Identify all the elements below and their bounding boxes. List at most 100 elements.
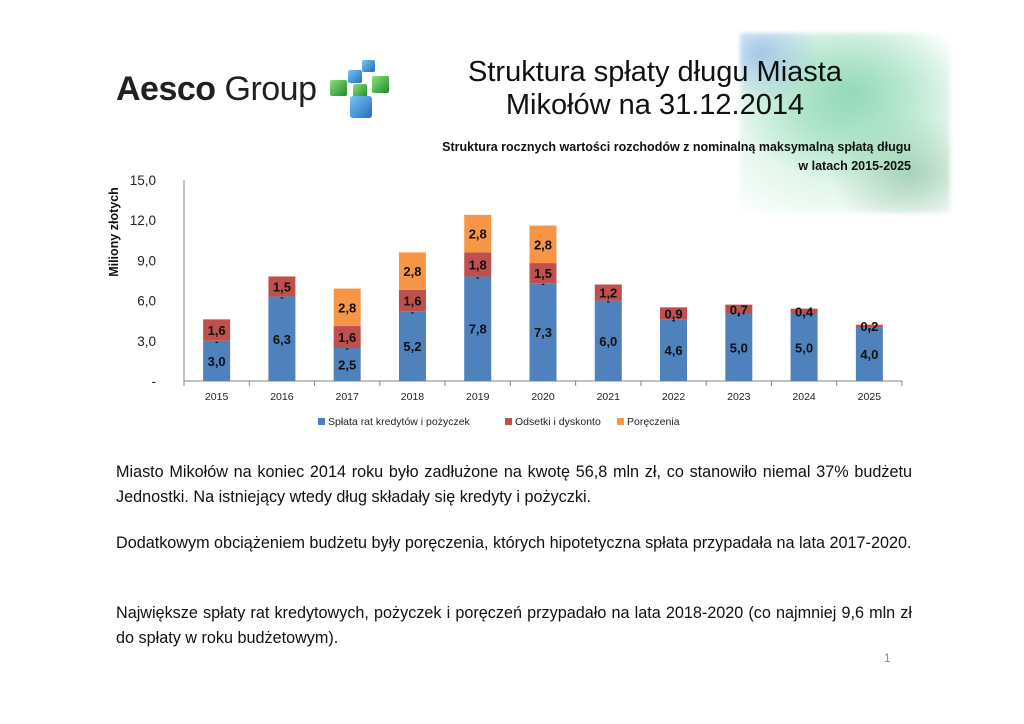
title-line-1: Struktura spłaty długu Miasta (468, 56, 842, 88)
bar-segment-odsetki (464, 252, 492, 277)
data-label: 0,7 (730, 302, 748, 317)
bar-segment-odsetki (660, 307, 688, 320)
x-tick-label: 2015 (205, 391, 229, 403)
data-label: 2,8 (534, 237, 552, 252)
y-tick-label: 3,0 (137, 334, 156, 349)
paragraph-largest-repayments: Największe spłaty rat kredytowych, pożyc… (116, 604, 912, 647)
page-title: Struktura spłaty długu Miasta Mikołów na… (420, 56, 890, 122)
data-label: 2,8 (338, 300, 356, 315)
data-label: 6,3 (273, 332, 291, 347)
bar-segment-poręczenia (398, 252, 426, 290)
data-label: 0,9 (665, 306, 683, 321)
data-label: 7,8 (469, 322, 487, 337)
data-label: 5,2 (403, 339, 421, 354)
legend-label: Poręczenia (627, 416, 680, 428)
bar-segment-spłata (333, 347, 361, 381)
data-label: 7,3 (534, 325, 552, 340)
x-tick-label: 2024 (792, 391, 816, 403)
x-tick-label: 2023 (727, 391, 751, 403)
y-tick-label: 9,0 (137, 253, 156, 268)
y-tick-label: 15,0 (130, 173, 156, 188)
bar-segment-spłata (855, 327, 883, 381)
x-tick-label: 2016 (270, 391, 294, 403)
bar-segment-spłata (268, 296, 296, 381)
zero-dash-label: - (215, 337, 218, 348)
y-axis-label: Miliony złotych (107, 187, 121, 277)
data-label: 5,0 (795, 341, 813, 356)
bar-segment-odsetki (855, 324, 883, 328)
data-label: 1,6 (338, 330, 356, 345)
cubes-logo-icon (330, 60, 389, 118)
bar-segment-spłata (594, 300, 622, 381)
zero-dash-label: - (802, 310, 805, 321)
bar-segment-odsetki (594, 284, 622, 301)
bar-segment-odsetki (203, 319, 231, 341)
data-label: 0,4 (795, 304, 814, 319)
logo-wordmark: Aesco Group (116, 70, 317, 108)
bar-segment-poręczenia (464, 214, 492, 253)
data-label: 1,2 (599, 286, 617, 301)
page-number: 1 (884, 651, 891, 665)
chart-title-line-1: Struktura rocznych wartości rozchodów z … (442, 140, 911, 154)
y-tick-label: 12,0 (130, 213, 156, 228)
paragraph-guarantees: Dodatkowym obciążeniem budżetu były porę… (116, 534, 912, 552)
data-label: 4,0 (860, 347, 878, 362)
x-tick-label: 2019 (466, 391, 490, 403)
x-tick-label: 2021 (597, 391, 621, 403)
data-label: 1,8 (469, 257, 487, 272)
data-label: 2,8 (469, 227, 487, 242)
data-label: 1,5 (273, 280, 291, 295)
data-label: 2,8 (403, 264, 421, 279)
data-label: 4,6 (665, 343, 683, 358)
chart-title-line-2: w latach 2015-2025 (798, 159, 911, 173)
zero-dash-label: - (868, 323, 871, 334)
x-tick-label: 2018 (401, 391, 425, 403)
zero-dash-label: - (346, 344, 349, 355)
legend-swatch (617, 418, 624, 425)
x-tick-label: 2022 (662, 391, 686, 403)
zero-dash-label: - (672, 315, 675, 326)
bar-segment-poręczenia (529, 225, 557, 264)
zero-dash-label: - (411, 307, 414, 318)
bar-segment-spłata (790, 314, 818, 381)
legend-swatch (318, 418, 325, 425)
y-tick-label: 6,0 (137, 294, 156, 309)
bar-segment-odsetki (529, 263, 557, 284)
zero-dash-label: - (541, 279, 544, 290)
bar-segment-odsetki (268, 276, 296, 297)
bar-segment-odsetki (333, 326, 361, 348)
data-label: 0,2 (860, 319, 878, 334)
zero-dash-label: - (476, 272, 479, 283)
legend-label: Spłata rat kredytów i pożyczek (328, 416, 471, 428)
data-label: 1,6 (403, 294, 421, 309)
zero-dash-label: - (737, 310, 740, 321)
legend-label: Odsetki i dyskonto (515, 416, 601, 428)
bar-segment-spłata (398, 311, 426, 381)
x-tick-label: 2025 (858, 391, 882, 403)
data-label: 2,5 (338, 357, 356, 372)
x-tick-label: 2017 (336, 391, 360, 403)
bar-segment-poręczenia (333, 288, 361, 327)
zero-dash-label: - (280, 293, 283, 304)
decorative-background (740, 33, 950, 213)
bar-segment-odsetki (725, 304, 753, 314)
bar-segment-spłata (660, 319, 688, 381)
data-label: 1,6 (208, 323, 226, 338)
bar-segment-odsetki (398, 289, 426, 312)
bar-segment-spłata (725, 314, 753, 381)
data-label: 6,0 (599, 334, 617, 349)
zero-dash-label: - (607, 297, 610, 308)
legend-swatch (505, 418, 512, 425)
bar-segment-spłata (529, 283, 557, 381)
data-label: 1,5 (534, 266, 552, 281)
title-line-2: Mikołów na 31.12.2014 (505, 89, 805, 121)
chart-title: Struktura rocznych wartości rozchodów z … (300, 138, 911, 176)
paragraph-debt-summary: Miasto Mikołów na koniec 2014 roku było … (116, 463, 912, 506)
data-label: 5,0 (730, 341, 748, 356)
data-label: 3,0 (208, 354, 226, 369)
bar-segment-odsetki (790, 308, 818, 314)
y-tick-label: - (152, 374, 157, 389)
bar-segment-spłata (464, 276, 492, 381)
bar-segment-spłata (203, 340, 231, 381)
